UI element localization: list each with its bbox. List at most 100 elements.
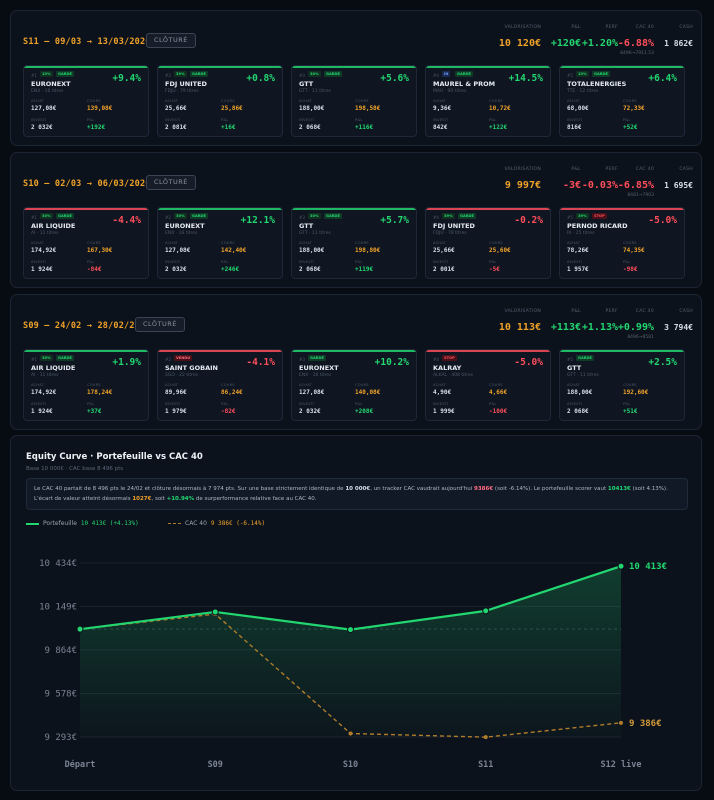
label-invest: INVESTI [567,260,583,264]
label-invest: INVESTI [31,118,47,122]
label-cours: COURS [355,383,369,387]
label-cours: COURS [489,383,503,387]
position-tag: 30% [40,213,53,219]
position-card[interactable]: #3 GARDÉ EURONEXT ENX · 16 titres +10.2% ACHA… [291,349,417,421]
stock-name: KALRAY [433,364,462,372]
current-price: 72,33€ [623,105,645,112]
week-stat: CASH 1 695€ [664,167,693,190]
position-card[interactable]: #1 10% GARDÉ EURONEXT ENX · 16 titres +9.4% AC… [23,65,149,137]
y-tick-label: 10 434€ [39,559,77,569]
label-achat: ACHAT [165,383,178,387]
label-achat: ACHAT [31,99,44,103]
buy-price: 188,00€ [567,389,593,396]
x-tick-label: S10 [343,760,358,770]
stock-name: AIR LIQUIDE [31,364,76,372]
invested: 2 081€ [165,124,187,131]
stock-performance: -0.2% [514,215,543,226]
label-achat: ACHAT [567,99,580,103]
position-card[interactable]: #4 STOP KALRAY ALKAL · 408 titres -5.0% ACHAT… [425,349,551,421]
week-stat: CAC 40 -6.88% 8496→7911.53 [617,25,654,56]
label-pnl: P&L [221,402,229,406]
position-card[interactable]: #4 IN GARDÉ MAUREL & PROM MAU · 90 titres +14… [425,65,551,137]
stock-meta: GTT · 11 titres [567,373,599,378]
week-stat: PERF +1.13% [581,309,618,333]
label-cours: COURS [221,383,235,387]
rank: #1 [31,73,37,78]
rank: #2 [165,73,171,78]
stock-performance: -4.1% [246,357,275,368]
x-tick-label: S11 [478,760,493,770]
stock-performance: +0.8% [246,73,275,84]
trend-bar [158,208,282,210]
position-tag: STOP [592,213,607,219]
buy-price: 68,00€ [567,105,589,112]
position-card[interactable]: #2 39% GARDÉ FDJ UNITED FDJU · 79 titres +0.8… [157,65,283,137]
x-tick-label: S12 live [601,759,642,770]
label-achat: ACHAT [567,241,580,245]
week-stat: CASH 3 794€ [664,309,693,332]
stock-meta: FDJU · 79 titres [165,89,199,94]
week-stat: P&L -3€ [562,167,581,191]
buy-price: 25,66€ [165,105,187,112]
label-invest: INVESTI [31,402,47,406]
stock-name: GTT [567,364,582,372]
stock-meta: AI · 11 titres [31,231,59,236]
rank: #5 [567,73,573,78]
label-invest: INVESTI [299,118,315,122]
label-invest: INVESTI [299,402,315,406]
stock-name: TOTALENERGIES [567,80,627,88]
position-card[interactable]: #1 30% GARDÉ AIR LIQUIDE AI · 11 titres -4.4%… [23,207,149,279]
trend-bar [292,208,416,210]
stock-meta: GTT · 11 titres [299,231,331,236]
position-card[interactable]: #5 10% GARDÉ TOTALENERGIES TTE · 12 titres +6… [559,65,685,137]
cac40-point [348,731,353,736]
legend-portfolio[interactable]: Portefeuille 10 413€ (+4.13%) [26,520,139,527]
buy-price: 188,00€ [299,247,325,254]
week-stat: VALORISATION 10 120€ [498,25,541,49]
label-achat: ACHAT [433,241,446,245]
pnl: -5€ [489,266,500,273]
position-tag: GARDÉ [455,71,473,77]
position-tag: 30% [174,213,187,219]
position-card[interactable]: #5 39% STOP PERNOD RICARD RI · 25 titres -5.0… [559,207,685,279]
label-cours: COURS [623,383,637,387]
label-pnl: P&L [355,118,363,122]
pnl: +192€ [87,124,106,131]
invested: 2 001€ [433,266,455,273]
position-tag: GARDÉ [190,213,208,219]
position-card[interactable]: #3 30% GARDÉ GTT GTT · 11 titres +5.6% ACHAT 18… [291,65,417,137]
week-panel: S09 — 24/02 → 28/02/2026 CLÔTURÉ VALORISAT… [10,294,702,430]
buy-price: 78,26€ [567,247,589,254]
position-card[interactable]: #5 GARDÉ GTT GTT · 11 titres +2.5% ACHAT 188,0… [559,349,685,421]
label-pnl: P&L [87,260,95,264]
pnl: +51€ [623,408,638,415]
portfolio-point [617,562,625,570]
stock-name: SAINT GOBAIN [165,364,218,372]
pnl: +208€ [355,408,374,415]
position-tag: GARDÉ [592,71,610,77]
current-price: 140,08€ [355,389,381,396]
position-card[interactable]: #4 39% GARDÉ FDJ UNITED FDJU · 78 titres -0.2… [425,207,551,279]
portfolio-point [482,607,490,615]
legend-cac40[interactable]: CAC 40 9 386€ (-6.14%) [168,520,265,527]
label-invest: INVESTI [433,260,449,264]
position-tag: VENDU [174,355,193,361]
y-tick-label: 9 293€ [44,733,77,743]
trend-bar [24,66,148,68]
stock-performance: -5.0% [514,357,543,368]
position-card[interactable]: #1 30% GARDÉ AIR LIQUIDE AI · 11 titres +1.9%… [23,349,149,421]
position-card[interactable]: #3 30% GARDÉ GTT GTT · 11 titres +5.7% ACHAT 18… [291,207,417,279]
current-price: 167,30€ [87,247,113,254]
position-card[interactable]: #2 30% GARDÉ EURONEXT ENX · 16 titres +12.1% A… [157,207,283,279]
label-achat: ACHAT [299,383,312,387]
position-tag: GARDÉ [458,213,476,219]
stock-name: AIR LIQUIDE [31,222,76,230]
trend-bar [560,66,684,68]
position-tag: 30% [40,355,53,361]
trend-bar [158,350,282,352]
label-pnl: P&L [489,402,497,406]
position-tag: GARDÉ [56,71,74,77]
label-pnl: P&L [87,402,95,406]
position-tag: 10% [576,71,589,77]
position-card[interactable]: #2 VENDU SAINT GOBAIN SGO · 22 titres -4.1% A… [157,349,283,421]
